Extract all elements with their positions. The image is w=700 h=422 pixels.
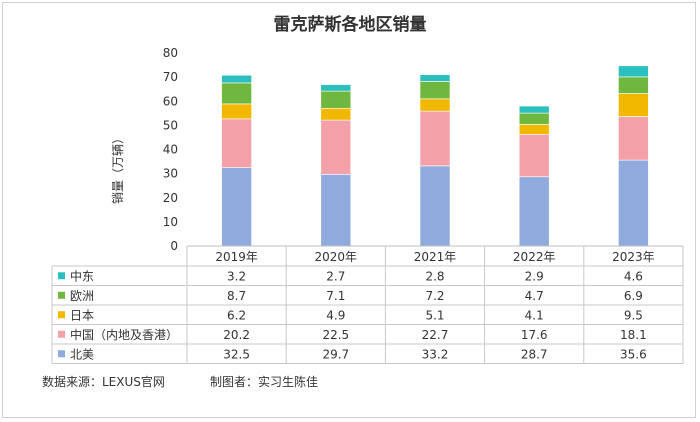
bar-segment xyxy=(518,105,550,114)
data-label: 20.2 xyxy=(223,328,250,342)
y-tick-label: 60 xyxy=(163,94,178,108)
data-label: 7.2 xyxy=(425,289,444,303)
data-label: 4.7 xyxy=(525,289,544,303)
bar-segment xyxy=(221,74,252,84)
data-label: 28.7 xyxy=(521,347,548,361)
bar-segment xyxy=(419,81,451,100)
data-label: 7.1 xyxy=(326,289,345,303)
bar-segment xyxy=(518,112,550,125)
y-tick-label: 30 xyxy=(163,167,178,181)
data-label: 17.6 xyxy=(521,328,548,342)
bar-segment xyxy=(320,119,352,175)
bar-segment xyxy=(419,110,451,167)
data-label: 5.1 xyxy=(425,308,444,322)
legend-swatch xyxy=(58,291,65,299)
y-tick-label: 40 xyxy=(163,143,178,157)
y-tick-label: 20 xyxy=(163,191,178,205)
y-tick-label: 70 xyxy=(163,70,178,84)
data-label: 18.1 xyxy=(620,328,647,342)
data-label: 22.7 xyxy=(422,328,449,342)
data-label: 2.7 xyxy=(326,269,345,283)
y-tick-label: 80 xyxy=(163,46,178,60)
bar-segment xyxy=(618,116,649,161)
bar-segment xyxy=(518,134,550,178)
data-label: 4.6 xyxy=(624,269,643,283)
legend-label: 北美 xyxy=(70,347,94,361)
bar-segment xyxy=(221,167,252,247)
data-label: 8.7 xyxy=(227,289,246,303)
data-label: 33.2 xyxy=(422,347,449,361)
y-tick-label: 10 xyxy=(163,215,178,229)
x-tick-label: 2022年 xyxy=(513,250,556,264)
chart-author-note: 制图者：实习生陈佳 xyxy=(210,374,318,389)
bar-segment xyxy=(320,107,352,121)
data-label: 6.2 xyxy=(227,308,246,322)
x-tick-label: 2019年 xyxy=(215,250,258,264)
bar-segment xyxy=(320,90,352,109)
x-tick-label: 2023年 xyxy=(612,250,655,264)
legend-swatch xyxy=(58,311,65,319)
bar-segment xyxy=(320,84,352,92)
bar-segment xyxy=(518,176,550,247)
bar-segment xyxy=(221,118,252,168)
bar-segment xyxy=(419,98,451,112)
data-label: 6.9 xyxy=(624,289,643,303)
data-label: 35.6 xyxy=(620,347,647,361)
legend-swatch xyxy=(58,272,65,280)
bar-segment xyxy=(320,174,352,247)
data-label: 22.5 xyxy=(322,328,349,342)
legend-label: 中东 xyxy=(70,268,94,283)
y-axis-label: 销量（万辆） xyxy=(111,132,125,204)
bar-segment xyxy=(618,65,649,78)
bar-segment xyxy=(419,74,451,82)
bar-segment xyxy=(618,76,649,94)
y-tick-label: 0 xyxy=(170,239,178,253)
data-label: 2.8 xyxy=(425,269,444,283)
data-label: 2.9 xyxy=(525,269,544,283)
bar-segment xyxy=(618,93,649,117)
data-label: 32.5 xyxy=(223,347,250,361)
data-label: 9.5 xyxy=(624,308,643,322)
bar-segment xyxy=(618,159,649,247)
legend-swatch xyxy=(58,350,65,358)
bar-segment xyxy=(518,124,550,135)
legend-swatch xyxy=(58,330,65,338)
legend-label: 欧洲 xyxy=(70,289,94,303)
x-tick-label: 2020年 xyxy=(315,250,358,264)
bar-segment xyxy=(221,82,252,105)
y-tick-label: 50 xyxy=(163,118,178,132)
data-label: 29.7 xyxy=(322,347,349,361)
chart-title: 雷克萨斯各地区销量 xyxy=(274,14,427,35)
chart-frame xyxy=(2,2,696,418)
data-label: 4.1 xyxy=(525,308,544,322)
bar-segment xyxy=(419,165,451,247)
legend-label: 日本 xyxy=(70,308,94,322)
data-label: 3.2 xyxy=(227,269,246,283)
bar-segment xyxy=(221,103,252,120)
x-tick-label: 2021年 xyxy=(414,250,457,264)
data-source-note: 数据来源：LEXUS官网 xyxy=(42,374,165,389)
data-label: 4.9 xyxy=(326,308,345,322)
legend-label: 中国（内地及香港） xyxy=(70,327,178,342)
